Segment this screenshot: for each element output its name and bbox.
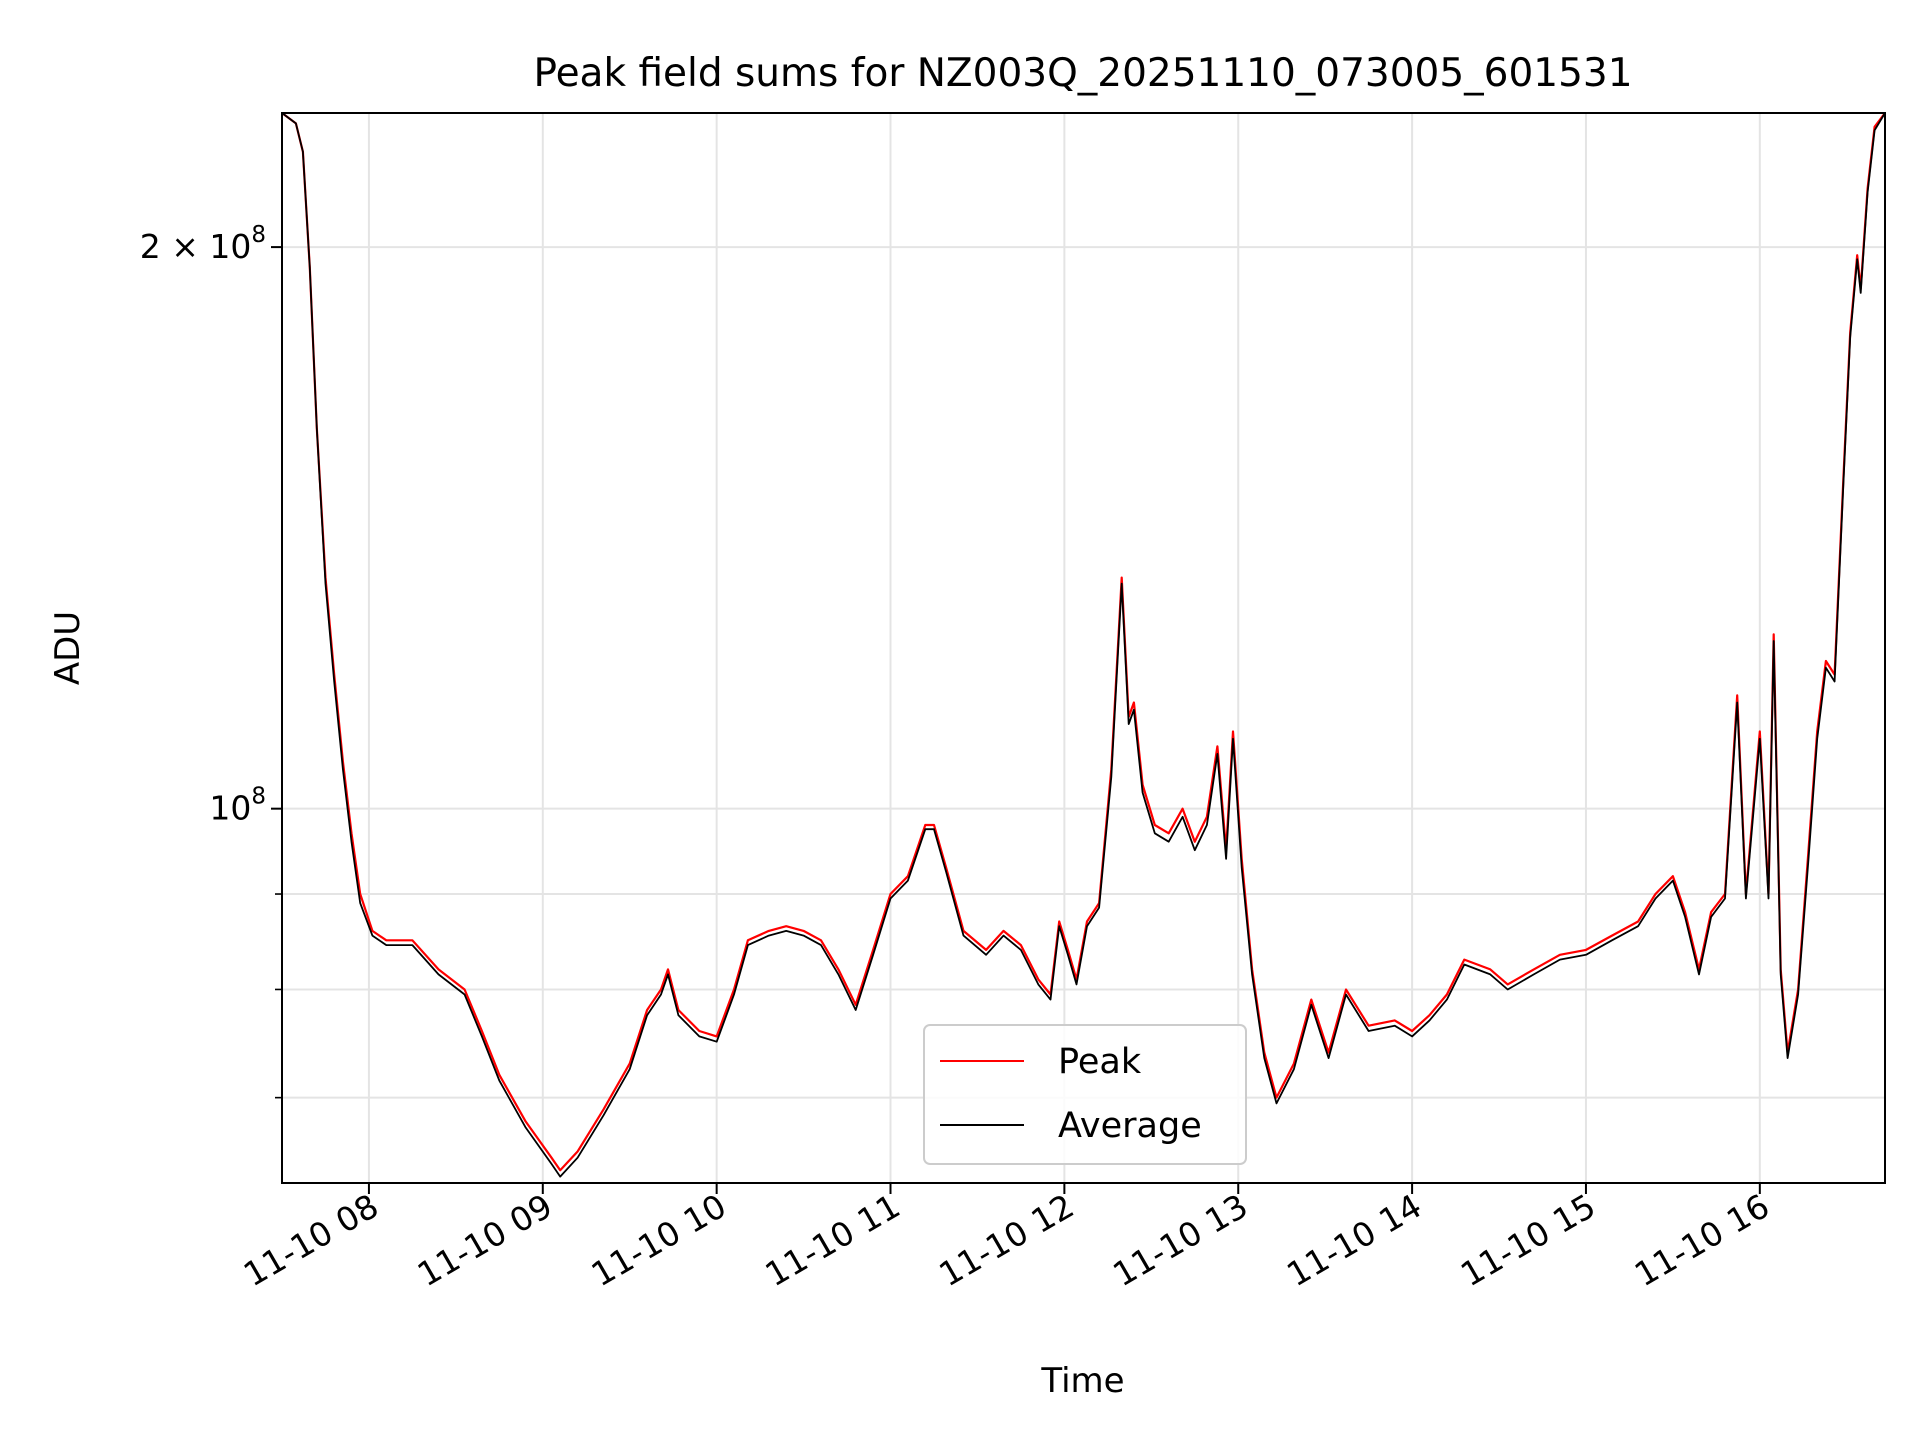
legend-label-peak: Peak: [1058, 1042, 1142, 1082]
y-tick-label: 108: [209, 784, 266, 828]
y-tick-label: 2 × 108: [140, 222, 266, 266]
grid: [282, 113, 1885, 1183]
series-line-average: [281, 112, 1886, 1178]
x-axis-label: Time: [1040, 1361, 1124, 1401]
legend: Peak Average: [923, 1024, 1247, 1165]
y-axis-label: ADU: [48, 611, 88, 685]
series-layer: [281, 112, 1886, 1178]
chart-title: Peak field sums for NZ003Q_20251110_0730…: [533, 51, 1632, 96]
legend-label-average: Average: [1058, 1106, 1202, 1146]
legend-box: [923, 1024, 1247, 1165]
y-axis: 108 2 × 108: [140, 222, 282, 1099]
plot-frame: [281, 112, 1886, 1184]
